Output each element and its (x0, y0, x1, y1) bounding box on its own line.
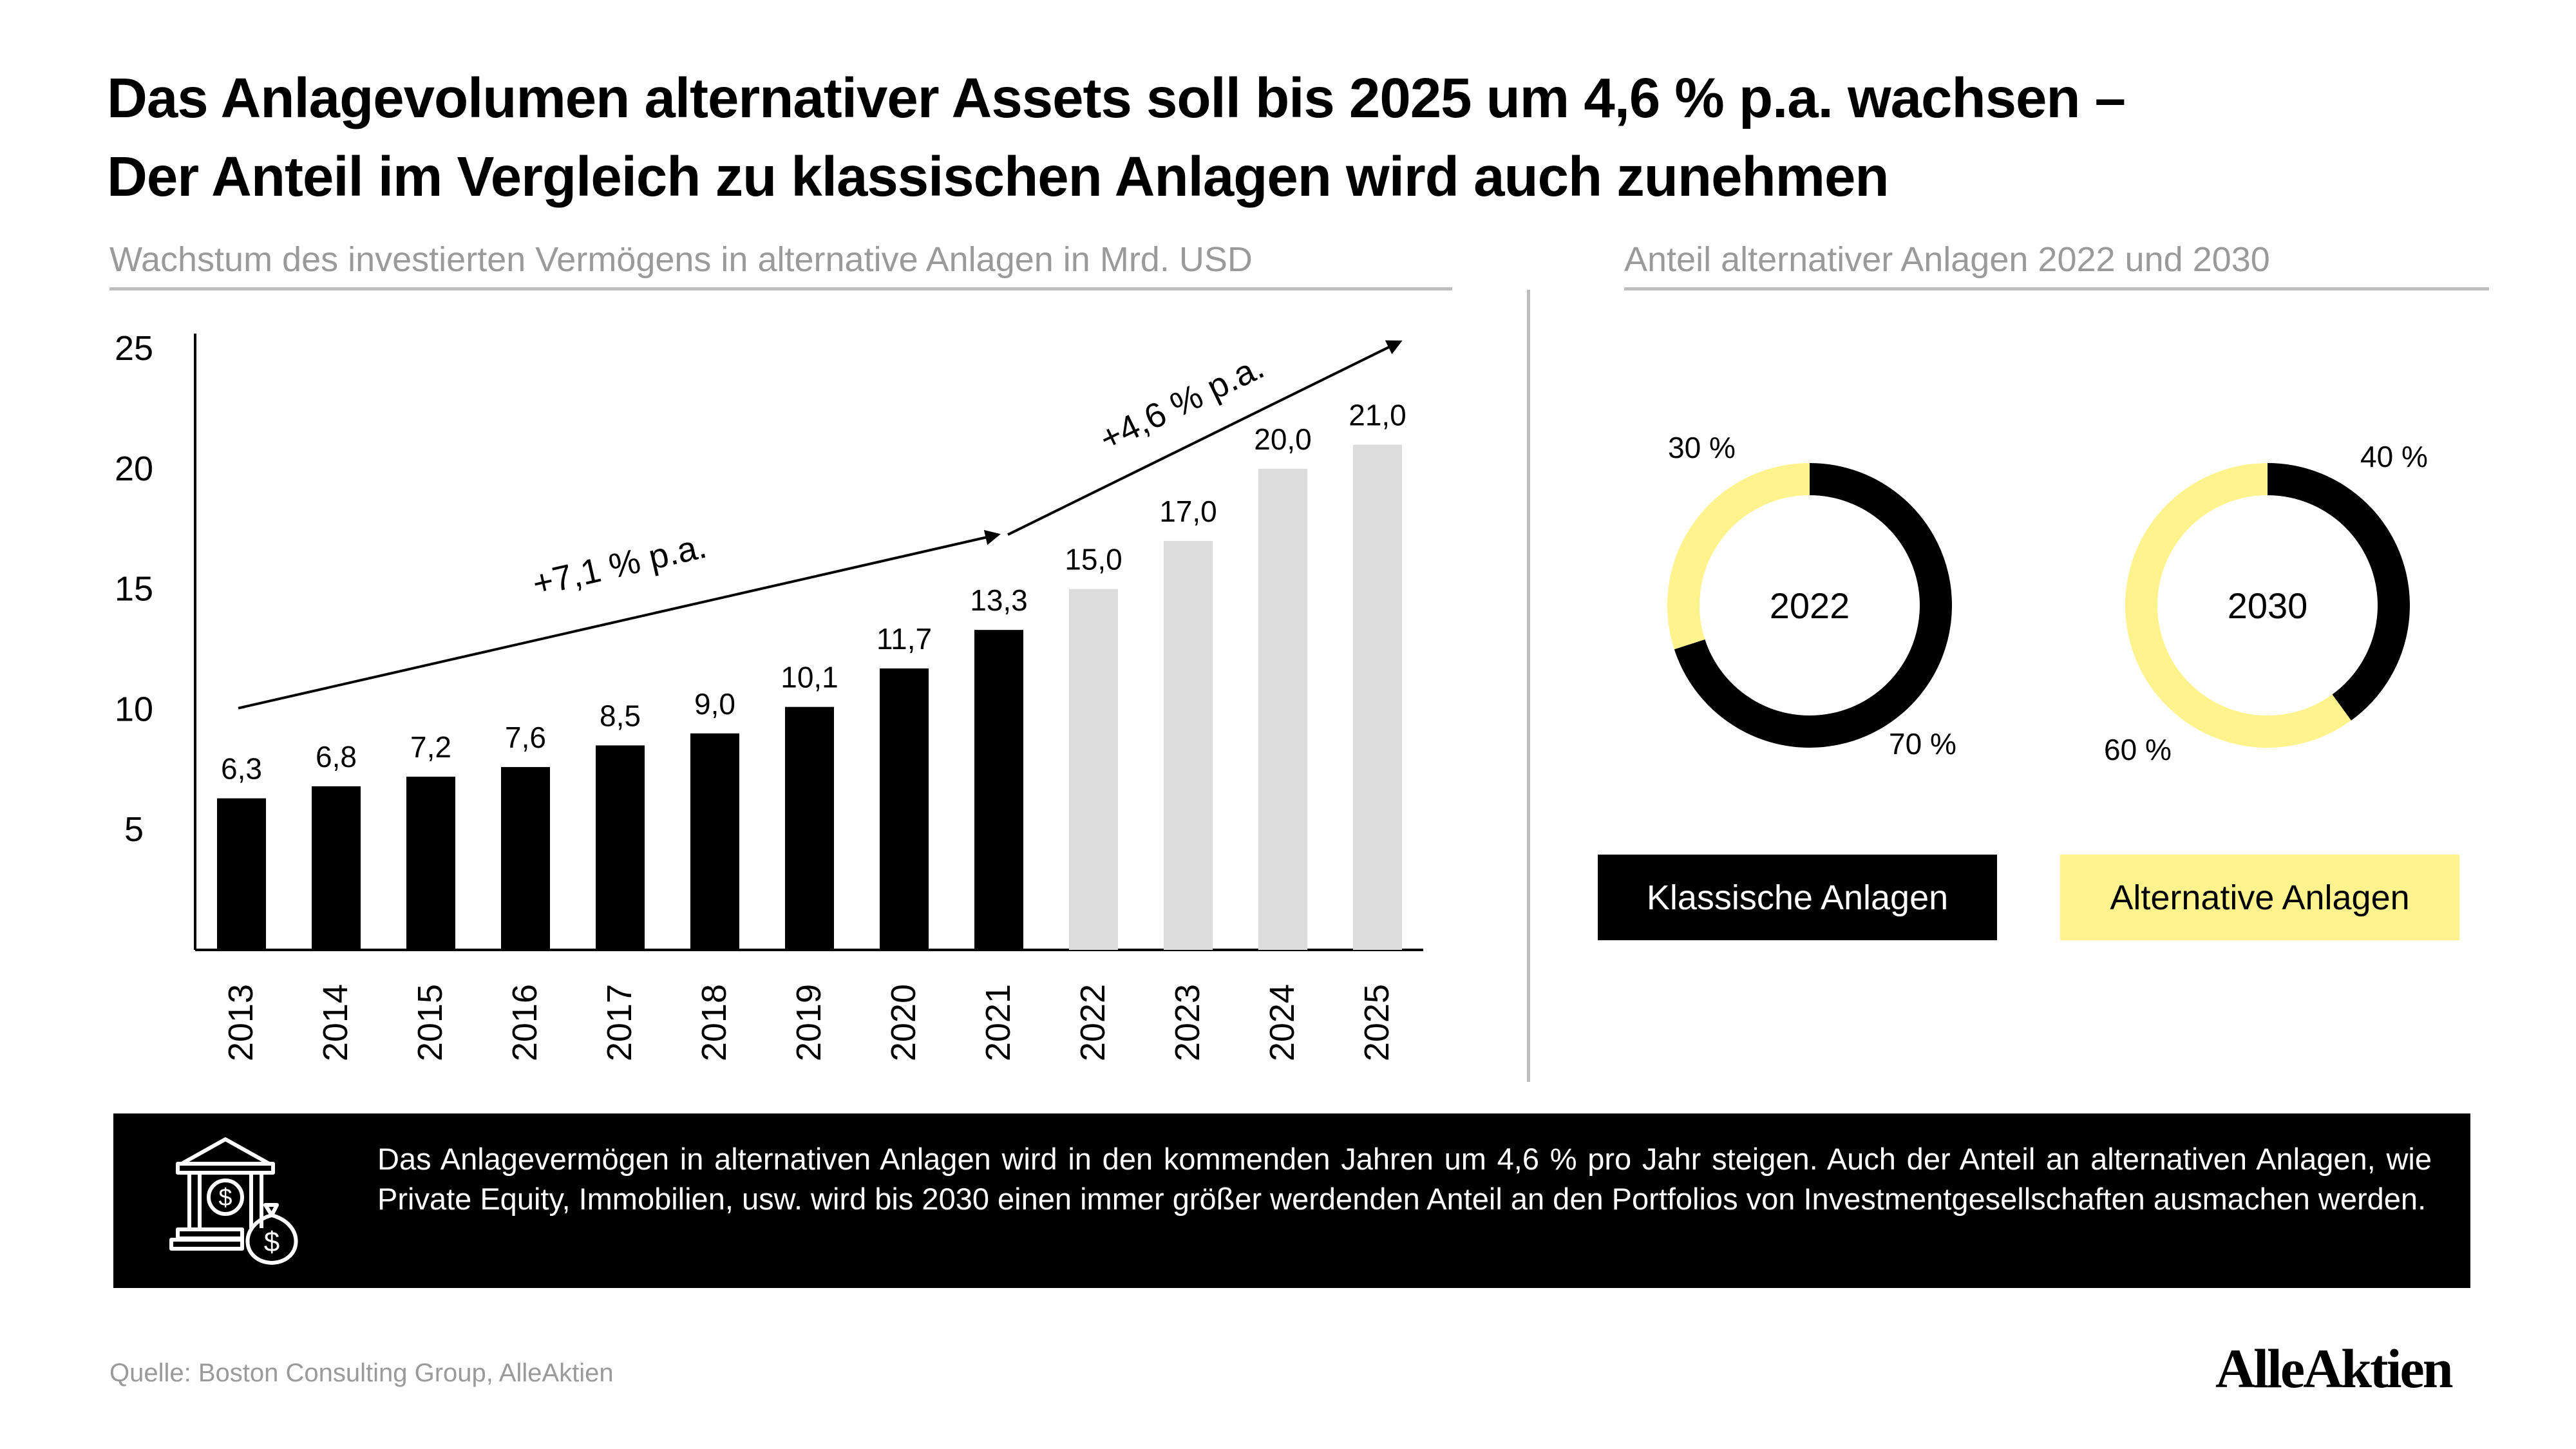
bar-2021 (974, 630, 1023, 950)
bar-2017 (596, 745, 645, 950)
y-tick-label: 15 (115, 570, 153, 609)
bar-value-label: 10,1 (781, 661, 838, 694)
donut-chart-rule (1624, 287, 2489, 290)
donut-center-label: 2022 (1770, 585, 1850, 626)
y-tick-label: 25 (115, 329, 153, 368)
bar-chart-subtitle: Wachstum des investierten Vermögens in a… (109, 240, 1253, 279)
x-tick-label: 2021 (979, 984, 1018, 1061)
bar-value-label: 9,0 (694, 687, 735, 721)
bar-2020 (880, 668, 929, 950)
page-title: Das Anlagevolumen alternativer Assets so… (107, 59, 2490, 216)
x-tick-label: 2024 (1263, 984, 1302, 1061)
bar-2019 (785, 706, 834, 950)
bar-value-label: 6,8 (316, 740, 357, 773)
trend-label-2: +4,6 % p.a. (1094, 347, 1270, 459)
donut-chart-2030: 2030 (2125, 463, 2410, 748)
trend-arrow-2 (1007, 340, 1403, 536)
source-note: Quelle: Boston Consulting Group, AlleAkt… (109, 1359, 614, 1387)
bar-chart-rule (109, 287, 1452, 290)
bar-2016 (501, 767, 550, 950)
x-tick-label: 2014 (316, 984, 355, 1061)
bar-value-label: 20,0 (1254, 422, 1312, 456)
bar-value-label: 7,6 (505, 721, 546, 754)
bar-2013 (217, 798, 266, 950)
svg-text:$: $ (218, 1184, 232, 1211)
bar-2024 (1258, 468, 1307, 950)
bank-money-bag-icon: $ $ (169, 1137, 298, 1265)
bar-2022 (1069, 589, 1118, 950)
section-divider (1527, 290, 1530, 1082)
y-tick-label: 20 (115, 450, 153, 488)
x-tick-label: 2023 (1168, 984, 1207, 1061)
bar-value-label: 21,0 (1349, 398, 1406, 431)
donut-2030-alternative-label: 60 % (2104, 733, 2172, 766)
y-tick-label: 10 (115, 690, 153, 728)
bar-value-label: 6,3 (221, 752, 262, 786)
legend-classic: Klassische Anlagen (1598, 855, 1997, 940)
info-text: Das Anlagevermögen in alternativen Anlag… (377, 1142, 2432, 1216)
x-tick-label: 2020 (884, 984, 923, 1061)
donut-chart-subtitle: Anteil alternativer Anlagen 2022 und 203… (1624, 240, 2270, 279)
bar-value-label: 15,0 (1065, 543, 1122, 576)
donut-slice-alternative-anlagen (2125, 463, 2351, 748)
donut-2022-classic-label: 70 % (1889, 727, 1956, 761)
bar-value-label: 13,3 (970, 583, 1028, 617)
bar-value-label: 7,2 (410, 730, 451, 764)
svg-text:$: $ (264, 1226, 279, 1258)
bar-value-label: 11,7 (876, 622, 932, 656)
bar-chart: 5101520256,320136,820147,220157,620168,5… (115, 329, 1423, 1061)
x-tick-label: 2019 (790, 984, 828, 1061)
donut-2030-classic-label: 40 % (2360, 440, 2428, 473)
brand-logo: AlleAktien (2215, 1338, 2454, 1399)
legend-alternative: Alternative Anlagen (2060, 855, 2459, 940)
donut-2022-alternative-label: 30 % (1668, 431, 1736, 464)
donut-center-label: 2030 (2228, 585, 2308, 626)
trend-label-1: +7,1 % p.a. (529, 527, 710, 604)
x-tick-label: 2017 (600, 984, 639, 1061)
bar-2023 (1164, 540, 1213, 950)
x-tick-label: 2022 (1074, 984, 1112, 1061)
x-tick-label: 2025 (1358, 984, 1396, 1061)
bar-value-label: 17,0 (1159, 495, 1217, 528)
title-line-2: Der Anteil im Vergleich zu klassischen A… (107, 146, 1889, 208)
bar-2014 (312, 786, 361, 950)
info-box: $ $ Das Anlagevermögen in alternativen A… (113, 1113, 2470, 1288)
bar-value-label: 8,5 (600, 699, 641, 732)
x-tick-label: 2015 (411, 984, 450, 1061)
x-tick-label: 2018 (695, 984, 734, 1061)
donut-slice-klassische-anlagen (2267, 463, 2410, 721)
bar-2025 (1353, 444, 1402, 950)
bar-2018 (690, 733, 739, 950)
trend-arrow-1 (238, 529, 1001, 710)
donut-chart-2022: 2022 (1667, 463, 1952, 748)
title-line-1: Das Anlagevolumen alternativer Assets so… (107, 67, 2126, 129)
donut-slice-klassische-anlagen (1674, 463, 1952, 748)
x-tick-label: 2016 (506, 984, 544, 1061)
donut-slice-alternative-anlagen (1667, 463, 1810, 650)
y-tick-label: 5 (124, 810, 144, 849)
x-tick-label: 2013 (222, 984, 260, 1061)
bar-2015 (406, 777, 455, 950)
